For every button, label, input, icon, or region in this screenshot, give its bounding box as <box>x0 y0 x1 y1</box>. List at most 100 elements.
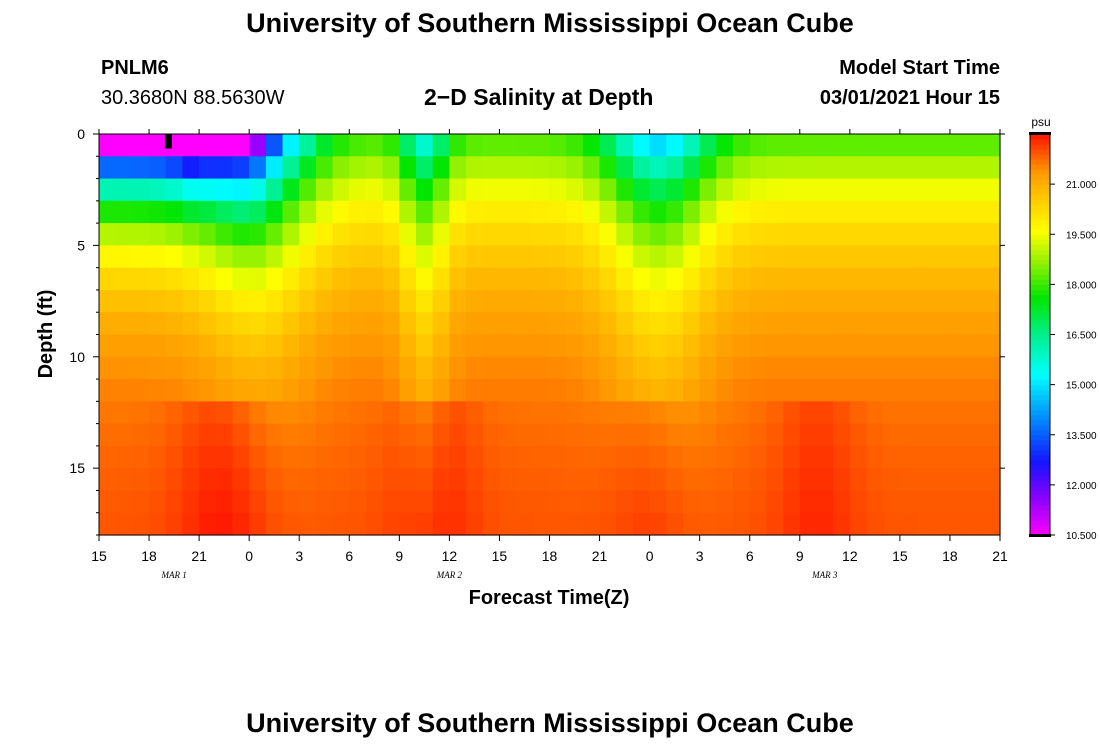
heatmap-cell <box>816 401 834 425</box>
heatmap-cell <box>532 490 551 514</box>
heatmap-cell <box>716 401 734 425</box>
heatmap-cell <box>599 200 617 224</box>
heatmap-cell <box>949 379 968 402</box>
heatmap-cell <box>933 379 951 402</box>
colorbar-cap <box>1029 534 1051 537</box>
heatmap-cell <box>132 423 150 447</box>
x-tick-label: 12 <box>842 548 858 564</box>
heatmap-cell <box>215 289 234 313</box>
heatmap-cell <box>749 401 768 425</box>
heatmap-cell <box>733 334 751 358</box>
heatmap-cell <box>549 223 567 246</box>
heatmap-cell <box>299 356 317 380</box>
heatmap-cell <box>282 334 300 358</box>
heatmap-cell <box>866 423 884 447</box>
heatmap-cell <box>199 267 217 291</box>
heatmap-cell <box>365 223 384 246</box>
heatmap-cell <box>282 512 300 536</box>
heatmap-cell <box>165 245 184 269</box>
heatmap-cell <box>365 312 384 336</box>
heatmap-cell <box>466 423 484 447</box>
heatmap-cell <box>949 178 968 202</box>
heatmap-cell <box>682 267 701 291</box>
heatmap-cell <box>532 379 551 402</box>
heatmap-cell <box>132 445 150 469</box>
heatmap-cell <box>466 289 484 313</box>
heatmap-cell <box>733 200 751 224</box>
heatmap-cell <box>582 468 601 492</box>
colorbar-cap <box>1029 132 1051 135</box>
heatmap-cell <box>582 178 601 202</box>
heatmap-cell <box>682 134 701 157</box>
heatmap-cell <box>849 223 868 246</box>
heatmap-cell <box>766 468 784 492</box>
heatmap-cell <box>215 134 234 157</box>
heatmap-cell <box>983 245 1001 269</box>
heatmap-cell <box>165 312 184 336</box>
heatmap-cell <box>199 334 217 358</box>
heatmap-cell <box>866 445 884 469</box>
heatmap-cell <box>416 423 434 447</box>
heatmap-cell <box>682 156 701 180</box>
heatmap-cell <box>816 490 834 514</box>
x-axis-label: Forecast Time(Z) <box>469 587 630 609</box>
heatmap-cell <box>499 445 517 469</box>
heatmap-cell <box>682 245 701 269</box>
heatmap-cell <box>315 445 334 469</box>
heatmap-cell <box>416 512 434 536</box>
colorbar: 10.500 12.000 13.500 15.000 16.500 18.000 19.5… <box>1029 132 1097 542</box>
heatmap-cell <box>733 445 751 469</box>
heatmap-cell <box>232 289 250 313</box>
heatmap-cell <box>299 267 317 291</box>
heatmap-cell <box>315 156 334 180</box>
heatmap-cell <box>916 379 934 402</box>
heatmap-cell <box>649 223 667 246</box>
heatmap-cell <box>182 334 200 358</box>
heatmap-cell <box>666 156 684 180</box>
heatmap-cell <box>232 468 250 492</box>
heatmap-cell <box>332 334 350 358</box>
heatmap-cell <box>733 223 751 246</box>
colorbar-tick-label: 13.500 <box>1066 431 1097 442</box>
heatmap-cell <box>416 312 434 336</box>
heatmap-cell <box>749 512 768 536</box>
heatmap-cell <box>282 267 300 291</box>
heatmap-cell <box>282 401 300 425</box>
heatmap-cell <box>482 468 501 492</box>
heatmap-cell <box>916 156 934 180</box>
heatmap-cell <box>883 134 901 157</box>
heatmap-cell <box>99 490 117 514</box>
heatmap-cell <box>165 178 184 202</box>
heatmap-cell <box>699 156 717 180</box>
heatmap-cell <box>983 334 1001 358</box>
colorbar-segment <box>1030 319 1050 326</box>
colorbar-segment <box>1030 359 1050 366</box>
heatmap-cell <box>866 468 884 492</box>
heatmap-cell <box>132 156 150 180</box>
heatmap-cell <box>649 401 667 425</box>
heatmap-cell <box>199 156 217 180</box>
heatmap-cell <box>716 490 734 514</box>
heatmap-cell <box>983 312 1001 336</box>
heatmap-cell <box>466 490 484 514</box>
heatmap-cell <box>632 445 651 469</box>
heatmap-cell <box>516 178 534 202</box>
heatmap-cell <box>449 200 467 224</box>
heatmap-cell <box>866 334 884 358</box>
heatmap-cell <box>933 267 951 291</box>
heatmap-cell <box>649 445 667 469</box>
heatmap-cell <box>115 289 133 313</box>
colorbar-segment <box>1030 214 1050 220</box>
station-id: PNLM6 <box>101 57 169 79</box>
heatmap-cell <box>499 289 517 313</box>
heatmap-cell <box>265 134 284 157</box>
heatmap-cell <box>399 134 417 157</box>
heatmap-cell <box>215 334 234 358</box>
heatmap-cell <box>783 423 801 447</box>
heatmap-cell <box>966 490 984 514</box>
heatmap-cell <box>382 423 400 447</box>
heatmap-cell <box>315 245 334 269</box>
heatmap-cell <box>299 289 317 313</box>
heatmap-cell <box>516 334 534 358</box>
heatmap-cell <box>849 423 868 447</box>
